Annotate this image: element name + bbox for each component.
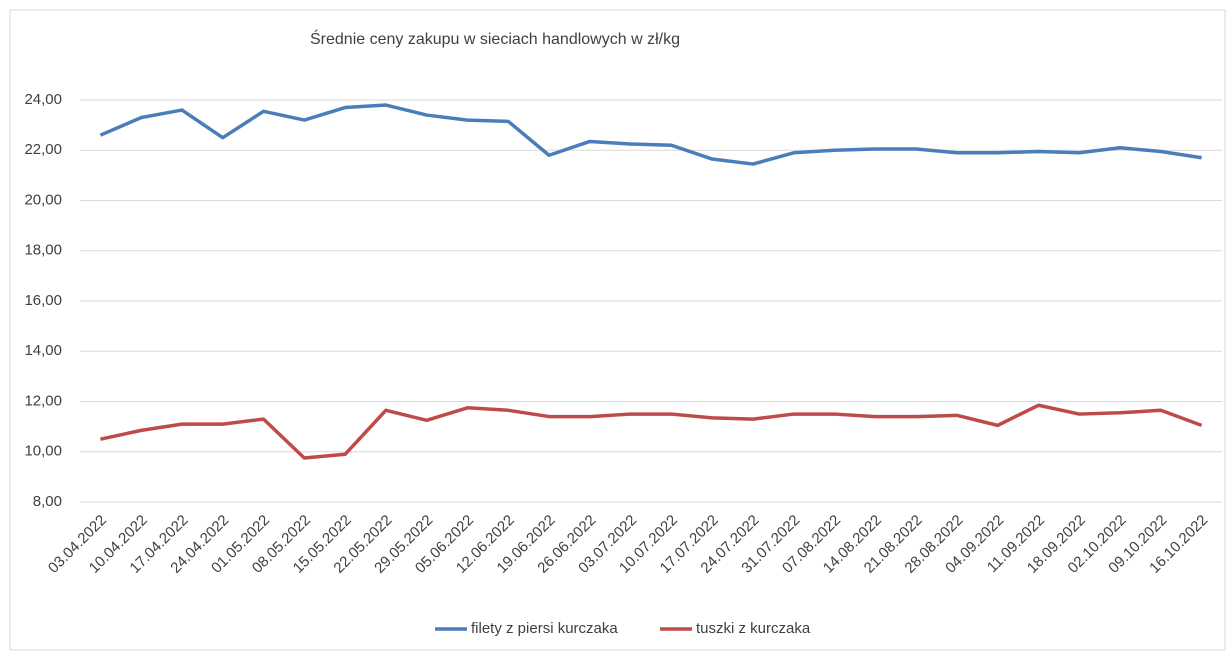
legend-label: tuszki z kurczaka [696, 620, 811, 637]
y-tick-label: 24,00 [24, 91, 62, 108]
series-line [99, 103, 1202, 166]
y-tick-label: 20,00 [24, 191, 62, 208]
y-tick-label: 10,00 [24, 443, 62, 460]
y-tick-label: 14,00 [24, 342, 62, 359]
legend-label: filety z piersi kurczaka [471, 620, 618, 637]
y-tick-label: 18,00 [24, 242, 62, 259]
chart-border [9, 9, 1226, 651]
y-tick-label: 8,00 [33, 493, 62, 510]
chart-title: Średnie ceny zakupu w sieciach handlowyc… [310, 29, 680, 48]
y-tick-label: 22,00 [24, 141, 62, 158]
y-tick-label: 12,00 [24, 392, 62, 409]
y-tick-label: 16,00 [24, 292, 62, 309]
series-line [100, 403, 1203, 460]
